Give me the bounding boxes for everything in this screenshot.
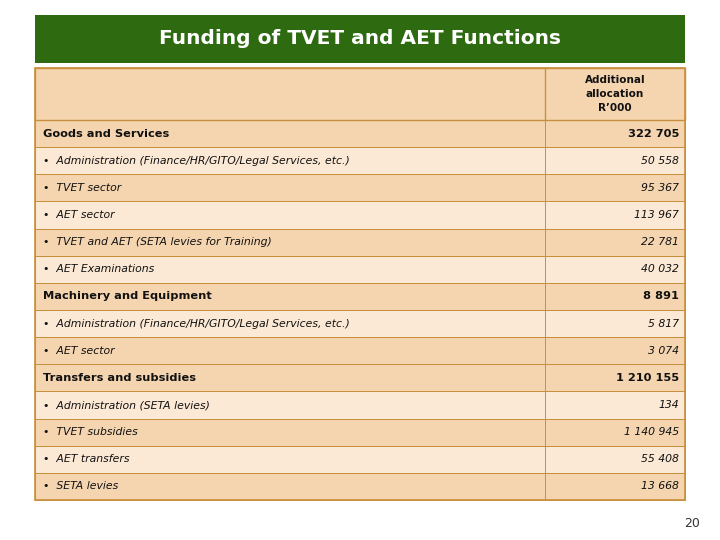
Text: •  SETA levies: • SETA levies <box>43 482 118 491</box>
Text: 3 074: 3 074 <box>648 346 679 356</box>
Text: •  TVET subsidies: • TVET subsidies <box>43 427 138 437</box>
Text: 113 967: 113 967 <box>634 210 679 220</box>
Bar <box>35 256 685 283</box>
Text: 40 032: 40 032 <box>641 264 679 274</box>
Bar <box>35 120 685 147</box>
Bar <box>35 120 685 147</box>
Text: 1 140 945: 1 140 945 <box>624 427 679 437</box>
Bar <box>35 228 685 256</box>
Bar <box>35 364 685 391</box>
Text: •  AET transfers: • AET transfers <box>43 454 130 464</box>
Text: •  AET sector: • AET sector <box>43 210 114 220</box>
Bar <box>35 473 685 500</box>
Text: 50 558: 50 558 <box>641 156 679 166</box>
Text: 22 781: 22 781 <box>641 237 679 247</box>
Bar <box>35 147 685 174</box>
Bar <box>35 392 685 418</box>
Text: Additional
allocation
R’000: Additional allocation R’000 <box>585 75 645 113</box>
Text: 322 705: 322 705 <box>628 129 679 139</box>
Bar <box>35 310 685 337</box>
Text: •  TVET sector: • TVET sector <box>43 183 121 193</box>
Text: •  Administration (SETA levies): • Administration (SETA levies) <box>43 400 210 410</box>
Text: •  Administration (Finance/HR/GITO/Legal Services, etc.): • Administration (Finance/HR/GITO/Legal … <box>43 156 350 166</box>
Bar <box>35 283 685 310</box>
Text: 5 817: 5 817 <box>648 319 679 328</box>
Bar <box>35 201 685 228</box>
Text: 1 210 155: 1 210 155 <box>616 373 679 383</box>
Text: •  TVET and AET (SETA levies for Training): • TVET and AET (SETA levies for Training… <box>43 237 271 247</box>
Bar <box>35 418 685 445</box>
Bar <box>35 68 685 120</box>
Bar <box>35 174 685 201</box>
Bar <box>35 473 685 500</box>
Text: •  AET sector: • AET sector <box>43 346 114 356</box>
Text: 134: 134 <box>658 400 679 410</box>
Bar <box>35 256 685 283</box>
Bar <box>35 68 685 120</box>
Bar <box>35 174 685 201</box>
Text: Machinery and Equipment: Machinery and Equipment <box>43 292 212 301</box>
Bar <box>35 228 685 256</box>
Bar <box>35 201 685 228</box>
Bar <box>35 310 685 337</box>
Text: Funding of TVET and AET Functions: Funding of TVET and AET Functions <box>159 30 561 49</box>
Bar <box>35 446 685 473</box>
Bar <box>35 446 685 473</box>
Bar <box>35 68 685 500</box>
Text: •  AET Examinations: • AET Examinations <box>43 264 154 274</box>
Text: 20: 20 <box>684 517 700 530</box>
Text: 13 668: 13 668 <box>641 482 679 491</box>
Text: 8 891: 8 891 <box>643 292 679 301</box>
Bar <box>35 15 685 63</box>
Bar <box>35 337 685 364</box>
Bar <box>35 337 685 364</box>
Text: Transfers and subsidies: Transfers and subsidies <box>43 373 196 383</box>
Bar <box>35 418 685 445</box>
Bar <box>35 392 685 418</box>
Text: 55 408: 55 408 <box>641 454 679 464</box>
Bar <box>35 283 685 310</box>
Bar <box>35 364 685 391</box>
Text: 95 367: 95 367 <box>641 183 679 193</box>
Bar <box>35 147 685 174</box>
Text: Goods and Services: Goods and Services <box>43 129 169 139</box>
Text: •  Administration (Finance/HR/GITO/Legal Services, etc.): • Administration (Finance/HR/GITO/Legal … <box>43 319 350 328</box>
